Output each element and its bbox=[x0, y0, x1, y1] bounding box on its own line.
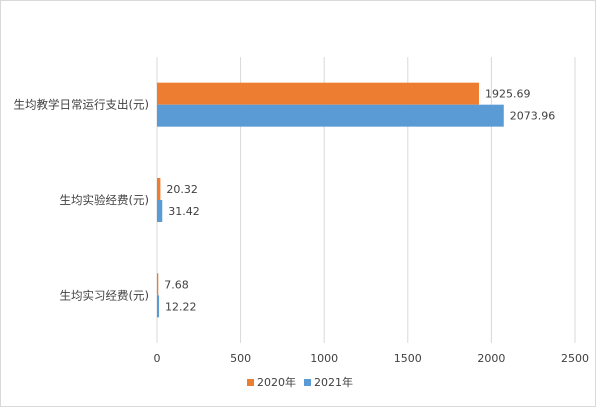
legend-label-1: 2021年 bbox=[314, 375, 353, 389]
legend-swatch-1 bbox=[304, 379, 311, 386]
category-label-1: 生均实验经费(元) bbox=[60, 193, 149, 207]
value-label-1-0: 2073.96 bbox=[510, 110, 556, 123]
value-label-1-1: 31.42 bbox=[168, 205, 200, 218]
x-tick-1: 500 bbox=[230, 352, 251, 365]
category-label-2: 生均实习经费(元) bbox=[60, 288, 149, 302]
x-tick-3: 1500 bbox=[394, 352, 422, 365]
bars bbox=[157, 82, 504, 318]
value-label-0-2: 7.68 bbox=[164, 278, 189, 291]
bar-1-0 bbox=[157, 104, 504, 127]
bar-1-1 bbox=[157, 200, 163, 222]
legend-swatch-0 bbox=[247, 379, 254, 386]
x-tick-2: 1000 bbox=[310, 352, 338, 365]
category-labels: 生均教学日常运行支出(元) 生均实验经费(元) 生均实习经费(元) bbox=[14, 98, 149, 303]
value-label-1-2: 12.22 bbox=[165, 300, 197, 313]
value-labels: 1925.69 2073.96 20.32 31.42 7.68 12.22 bbox=[164, 88, 555, 314]
legend-label-0: 2020年 bbox=[257, 375, 296, 389]
bar-0-0 bbox=[157, 82, 479, 105]
x-tick-0: 0 bbox=[154, 352, 161, 365]
value-label-0-0: 1925.69 bbox=[485, 88, 530, 101]
category-label-0: 生均教学日常运行支出(元) bbox=[14, 98, 149, 112]
x-tick-5: 2500 bbox=[561, 352, 589, 365]
legend: 2020年 2021年 bbox=[247, 375, 353, 389]
value-label-0-1: 20.32 bbox=[166, 183, 198, 196]
bar-1-2 bbox=[157, 295, 160, 318]
x-tick-labels: 0 500 1000 1500 2000 2500 bbox=[154, 352, 590, 365]
x-tick-4: 2000 bbox=[477, 352, 505, 365]
bar-0-2 bbox=[157, 273, 159, 296]
bar-0-1 bbox=[157, 178, 161, 200]
